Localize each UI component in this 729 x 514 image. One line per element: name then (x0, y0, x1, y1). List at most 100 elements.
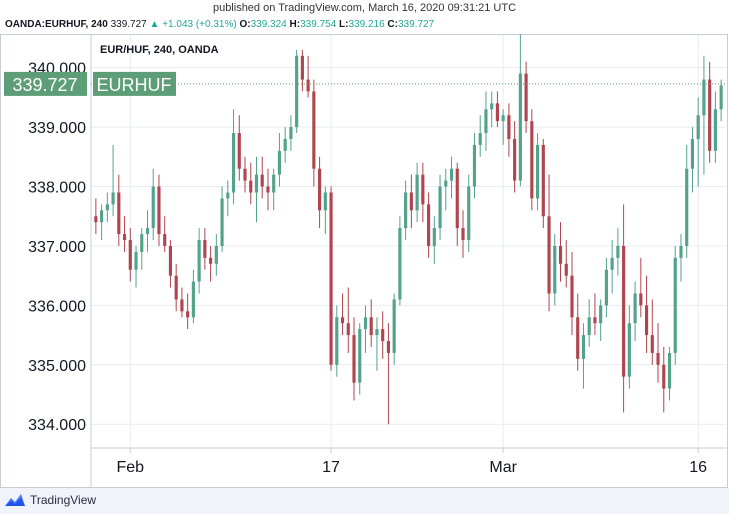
candle-body (444, 180, 448, 187)
published-caption: published on TradingView.com, March 16, … (212, 2, 517, 14)
candle-body (277, 150, 282, 175)
high-value: 339.754 (300, 19, 337, 30)
candle-body (237, 133, 241, 169)
candle-body (283, 138, 287, 151)
candle-body (570, 275, 574, 318)
x-tick-label: Feb (116, 459, 144, 476)
candle-body (174, 275, 178, 300)
candle-body (398, 228, 402, 300)
candle-body (708, 79, 712, 151)
tradingview-logo-text: TradingView (30, 493, 97, 507)
candle-body (295, 55, 299, 128)
candle-body (495, 103, 499, 122)
candle-body (685, 168, 689, 246)
price-change: +1.043 (+0.31%) (162, 19, 237, 30)
candle-body (145, 228, 150, 235)
footer-bar: TradingView (0, 488, 729, 514)
candle-body (541, 144, 545, 217)
candle-body (168, 245, 173, 276)
candle-body (300, 55, 304, 80)
candle-body (449, 168, 454, 181)
candle-body (587, 317, 591, 336)
candle-body (312, 91, 316, 169)
candle-body (438, 186, 442, 229)
candle-body (530, 121, 534, 199)
tradingview-logo[interactable]: TradingView (4, 492, 96, 508)
high-label: H: (289, 19, 301, 30)
candle-body (518, 73, 522, 181)
candle-body (484, 109, 488, 134)
candle-body (467, 186, 471, 241)
candle-body (501, 115, 505, 122)
candle-body (507, 115, 511, 139)
candle-body (535, 144, 540, 199)
candle-body (352, 335, 356, 383)
candle-body (260, 174, 264, 187)
candle-body (363, 317, 368, 330)
chart-title: EUR/HUF, 240, OANDA (100, 44, 219, 56)
symbol-info-line: OANDA:EURHUF, 240 339.727 ▲ +1.043 (+0.3… (5, 17, 434, 33)
candle-body (117, 192, 121, 235)
y-tick-label: 338.000 (28, 180, 86, 197)
symbol-name: OANDA:EURHUF, 240 (5, 19, 108, 30)
candle-body (191, 281, 195, 318)
low-value: 339.216 (348, 19, 385, 30)
tradingview-logo-icon (5, 494, 25, 506)
candle-body (220, 198, 224, 246)
candle-body (719, 85, 723, 110)
candle-body (140, 234, 144, 252)
candle-body (593, 317, 597, 324)
candle-body (128, 240, 132, 270)
candle-body (558, 245, 563, 264)
series-label-bg (93, 71, 176, 96)
candle-body (231, 133, 236, 193)
candle-body (180, 299, 184, 312)
candle-body (404, 192, 408, 229)
candle-body (381, 329, 385, 342)
candle-body (599, 305, 603, 324)
candle-body (203, 240, 207, 258)
candle-body (134, 251, 138, 270)
candle-body (243, 168, 247, 181)
low-label: L: (339, 19, 349, 30)
candle-body (455, 168, 459, 229)
candle-body (318, 168, 322, 211)
candle-body (713, 109, 717, 151)
last-price: 339.727 (110, 19, 147, 30)
candle-body (581, 335, 586, 359)
open-label: O: (239, 19, 251, 30)
candle-body (358, 329, 362, 383)
candle-body (214, 245, 218, 264)
candle-body (690, 138, 695, 169)
candle-body (163, 234, 167, 246)
candle-body (289, 127, 293, 139)
open-value: 339.324 (250, 19, 287, 30)
candle-body (627, 323, 631, 377)
candle-body (639, 293, 643, 306)
candle-body (490, 103, 494, 110)
candle-body (604, 269, 608, 306)
candle-body (111, 192, 115, 205)
candle-body (656, 352, 660, 365)
candle-body (679, 245, 683, 258)
candle-body (346, 323, 350, 336)
x-tick-label: Mar (489, 459, 517, 476)
candle-body (249, 180, 253, 193)
chart-frame (0, 34, 728, 488)
candle-body (524, 73, 528, 122)
candle-body (306, 79, 310, 92)
x-tick-label: 16 (689, 459, 707, 476)
candle-body (409, 192, 413, 211)
candle-body (100, 210, 104, 223)
y-tick-label: 339.000 (28, 120, 86, 137)
candle-body (151, 186, 155, 229)
candle-body (622, 245, 626, 377)
candle-body (644, 305, 649, 336)
candle-body (633, 293, 637, 324)
y-tick-label: 337.000 (28, 239, 86, 256)
candle-body (662, 364, 666, 389)
candlestick-chart[interactable]: 334.000 335.000 336.000 337.000 338.000 339.0… (0, 34, 729, 488)
candle-body (553, 245, 557, 294)
candle-body (696, 115, 700, 139)
candle-body (94, 216, 98, 223)
